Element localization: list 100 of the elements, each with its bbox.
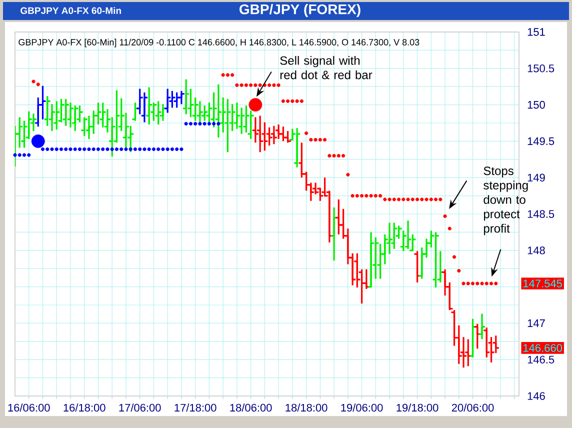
candlestick <box>62 98 70 127</box>
candlestick <box>48 103 56 132</box>
y-tick-label: 148.5 <box>528 210 554 218</box>
candlestick <box>270 125 278 145</box>
point <box>59 147 64 151</box>
point <box>46 147 50 151</box>
chart-title: GBP/JPY (FOREX) <box>240 4 360 18</box>
point <box>156 147 160 151</box>
point <box>50 147 54 151</box>
point <box>188 122 193 126</box>
candlestick <box>293 127 301 168</box>
x-tick-label: 19/06:00 <box>341 404 383 412</box>
point <box>184 122 188 126</box>
y-tick-label: 150.5 <box>528 64 554 72</box>
point <box>170 147 174 151</box>
point <box>124 147 128 151</box>
candlestick <box>238 106 246 135</box>
point <box>161 147 165 151</box>
candlestick <box>44 95 52 127</box>
candlestick <box>85 114 93 140</box>
point <box>64 147 68 151</box>
x-tick-label: 19/18:00 <box>396 404 438 412</box>
candlestick <box>460 336 468 368</box>
candlestick <box>219 96 227 134</box>
candlestick <box>478 312 486 340</box>
candlestick <box>247 110 255 140</box>
candlestick <box>25 110 33 140</box>
y-tick-label: 146 <box>528 392 545 400</box>
point <box>212 122 216 126</box>
candlestick <box>233 102 241 130</box>
point <box>194 122 198 126</box>
candlestick <box>367 231 375 288</box>
point <box>166 147 170 151</box>
candlestick <box>353 252 361 288</box>
point <box>73 147 77 151</box>
candlestick <box>413 250 422 284</box>
point <box>175 147 179 151</box>
candlestick <box>71 104 79 132</box>
y-tick-label: 148 <box>528 246 545 254</box>
candlestick <box>150 102 158 122</box>
y-tick-label: 149 <box>528 174 545 182</box>
x-tick-label: 17/06:00 <box>119 404 161 412</box>
candlestick <box>266 126 274 146</box>
candlestick <box>256 114 264 153</box>
point <box>198 122 202 126</box>
candlestick <box>468 318 477 358</box>
y-tick-label: 151 <box>528 28 545 36</box>
annotation: 147.545 <box>524 280 562 288</box>
candlestick <box>168 90 176 109</box>
annotation: Sell signal with red dot & red bar <box>280 56 372 80</box>
point <box>207 122 212 126</box>
point <box>138 147 142 151</box>
candlestick <box>214 84 222 138</box>
y-tick-label: 150 <box>528 100 545 109</box>
point <box>96 147 100 151</box>
candlestick <box>80 116 88 137</box>
candlestick <box>260 121 268 152</box>
candlestick <box>274 124 282 140</box>
candlestick <box>159 103 167 122</box>
point <box>180 147 184 151</box>
candlestick <box>164 88 172 114</box>
candlestick <box>52 100 60 130</box>
point <box>114 147 119 151</box>
candlestick <box>418 246 426 280</box>
point <box>202 122 206 126</box>
candlestick <box>140 92 148 124</box>
candlestick <box>90 110 98 135</box>
point <box>101 147 105 151</box>
point <box>142 147 146 151</box>
candlestick <box>76 104 84 124</box>
annotation: 146.660 <box>524 344 562 352</box>
candlestick <box>394 224 403 240</box>
x-tick-label: 17/18:00 <box>174 404 216 412</box>
candlestick <box>390 222 398 250</box>
point <box>106 147 110 151</box>
point <box>54 147 58 151</box>
x-tick-label: 20/06:00 <box>452 404 494 412</box>
point <box>68 147 72 151</box>
candlestick <box>252 116 260 144</box>
candlestick <box>145 86 153 126</box>
point <box>92 147 96 151</box>
candlestick <box>284 130 292 144</box>
y-tick-label: 146.5 <box>528 356 554 364</box>
candlestick <box>224 98 232 153</box>
point <box>133 147 138 151</box>
point <box>110 147 114 151</box>
candlestick <box>312 182 320 196</box>
candlestick <box>474 323 482 350</box>
candlestick <box>178 90 186 105</box>
text: GBPJPY A0-FX [60-Min] 11/20/09 -0.1100 C 146.6600, H 146.8300, L 146.5900, O 146.7300, V 8.03 <box>18 38 420 48</box>
candlestick <box>154 100 162 126</box>
point <box>78 147 82 151</box>
candlestick <box>386 222 394 255</box>
point <box>120 147 124 151</box>
candlestick <box>131 102 140 122</box>
candlestick <box>66 102 74 128</box>
point <box>128 147 132 151</box>
candlestick <box>432 231 440 288</box>
x-tick-label: 16/18:00 <box>64 404 106 412</box>
candlestick <box>404 220 412 250</box>
